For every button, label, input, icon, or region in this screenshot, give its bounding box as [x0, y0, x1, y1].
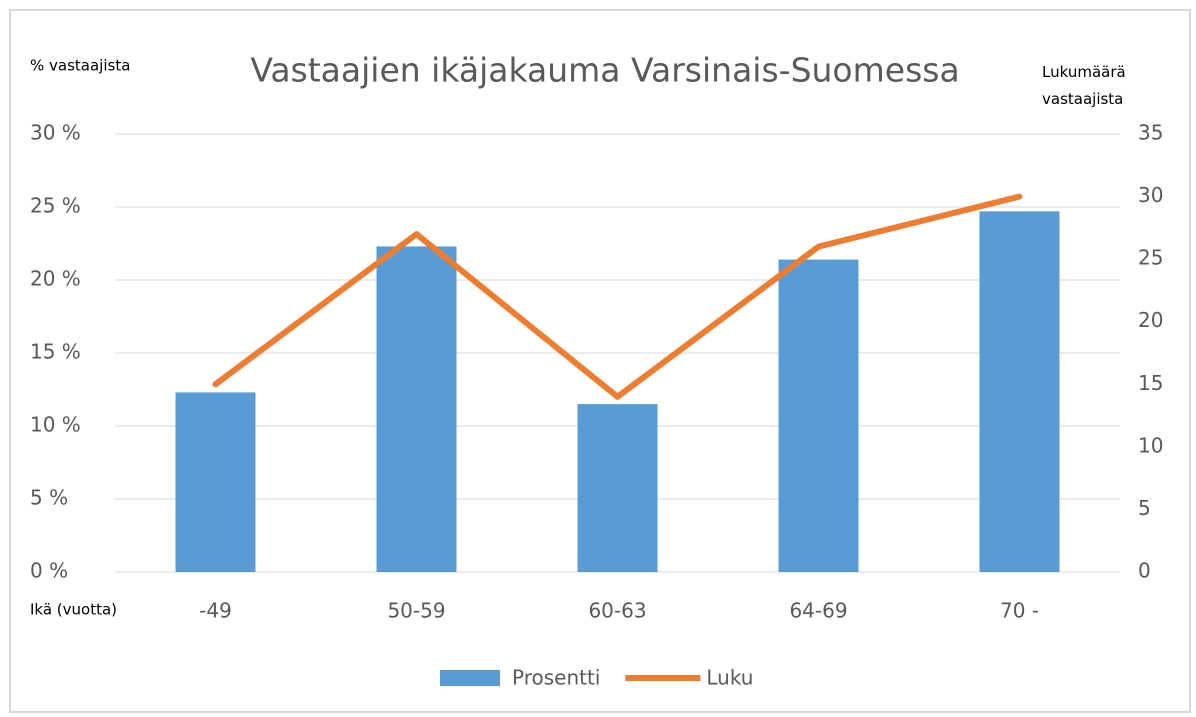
bar: [175, 392, 256, 572]
y2-tick-label: 30: [1138, 183, 1163, 207]
x-tick-label: 70 -: [1000, 599, 1039, 623]
x-tick-label: -49: [199, 599, 232, 623]
y2-tick-label: 25: [1138, 246, 1163, 270]
y-tick-label: 25 %: [30, 194, 81, 218]
y-tick-label: 5 %: [30, 486, 68, 510]
x-axis-label: Ikä (vuotta): [30, 601, 117, 619]
bar: [376, 246, 457, 573]
y2-tick-label: 0: [1138, 559, 1151, 583]
y-tick-label: 0 %: [30, 559, 68, 583]
bar: [979, 211, 1060, 572]
legend-swatch: [440, 670, 500, 686]
x-tick-label: 50-59: [387, 599, 445, 623]
y2-tick-label: 35: [1138, 121, 1163, 145]
y2-tick-label: 20: [1138, 308, 1163, 332]
y-tick-label: 30 %: [30, 121, 81, 145]
y-axis-label: % vastaajista: [30, 57, 130, 75]
y-tick-label: 20 %: [30, 267, 81, 291]
y-tick-label: 10 %: [30, 413, 81, 437]
y2-tick-label: 15: [1138, 371, 1163, 395]
line: [212, 193, 1023, 400]
y2-axis-label: Lukumäärä vastaajista: [1042, 63, 1126, 108]
y2-tick-label: 5: [1138, 496, 1151, 520]
x-tick-label: 64-69: [789, 599, 847, 623]
y-tick-label: 15 %: [30, 340, 81, 364]
y2-tick-label: 10: [1138, 433, 1163, 457]
x-tick-label: 60-63: [588, 599, 646, 623]
chart-title: Vastaajien ikäjakauma Varsinais-Suomessa: [250, 51, 959, 90]
legend-label: Prosentti: [512, 666, 600, 690]
legend-label: Luku: [706, 666, 753, 690]
bar: [778, 259, 859, 572]
bar: [577, 404, 658, 572]
